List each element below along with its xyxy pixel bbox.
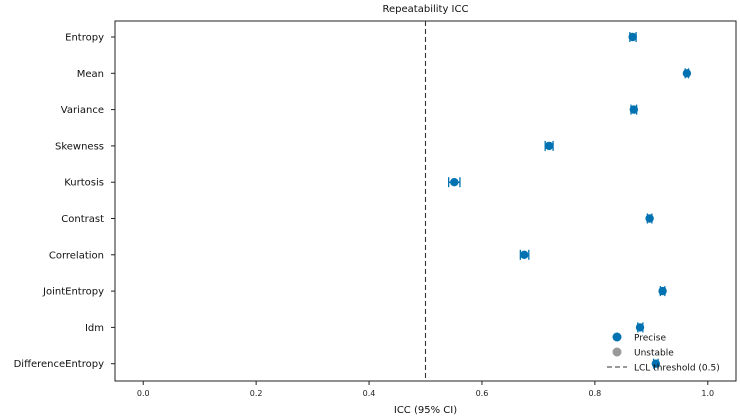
icc-marker [520,250,529,259]
icc-marker [682,69,692,78]
x-tick-label: 0.8 [588,389,601,398]
y-tick-label: Idm [85,323,104,334]
y-tick-label: JointEntropy [42,287,104,298]
icc-marker [658,286,667,296]
icc-marker [628,32,637,42]
icc-points [447,32,692,369]
y-tick-label: Contrast [61,214,104,225]
y-tick-label: Kurtosis [64,178,104,189]
icc-point-entropy [628,32,637,42]
x-axis-label: ICC (95% CI) [394,405,457,416]
legend-label: Precise [634,334,666,344]
y-tick-label: Variance [61,105,104,116]
legend-entry: Unstable [612,347,674,359]
legend-entry: Precise [612,332,666,344]
x-tick-label: 0.2 [250,389,263,398]
x-tick-label: 1.0 [701,389,714,398]
icc-point-idm [635,322,645,333]
icc-point-skewness [544,140,554,151]
y-tick-label: Skewness [55,141,104,152]
chart-title: Repeatability ICC [383,4,469,15]
legend: Precise Unstable LCL threshold (0.5) [607,332,720,374]
icc-point-jointentropy [658,286,667,297]
y-tick-label: Correlation [49,250,104,261]
y-tick-label: DifferenceEntropy [14,359,104,370]
legend-marker [612,347,622,357]
x-axis-ticks: 0.0 0.2 0.4 0.6 0.8 1.0 [137,381,714,398]
icc-point-contrast [645,213,654,224]
x-tick-label: 0.0 [137,389,150,398]
legend-label: Unstable [634,349,674,359]
legend-entry: LCL threshold (0.5) [607,364,720,374]
icc-marker [450,178,459,187]
legend-marker [612,332,622,342]
icc-point-correlation [519,249,530,260]
icc-marker [635,323,645,332]
icc-point-kurtosis [447,177,461,188]
x-tick-label: 0.4 [363,389,376,398]
icc-marker [544,141,554,151]
icc-point-mean [682,68,692,79]
y-axis-categories: Entropy Mean Variance Skewness Kurtosis Contr… [14,33,115,370]
y-tick-label: Entropy [65,33,104,44]
icc-marker [629,105,639,114]
y-tick-label: Mean [77,69,104,80]
icc-point-variance [629,104,639,115]
legend-label: LCL threshold (0.5) [634,364,720,374]
icc-marker [645,214,654,223]
icc-marker [651,359,661,368]
x-tick-label: 0.6 [476,389,489,398]
icc-point-differenceentropy [651,358,661,369]
